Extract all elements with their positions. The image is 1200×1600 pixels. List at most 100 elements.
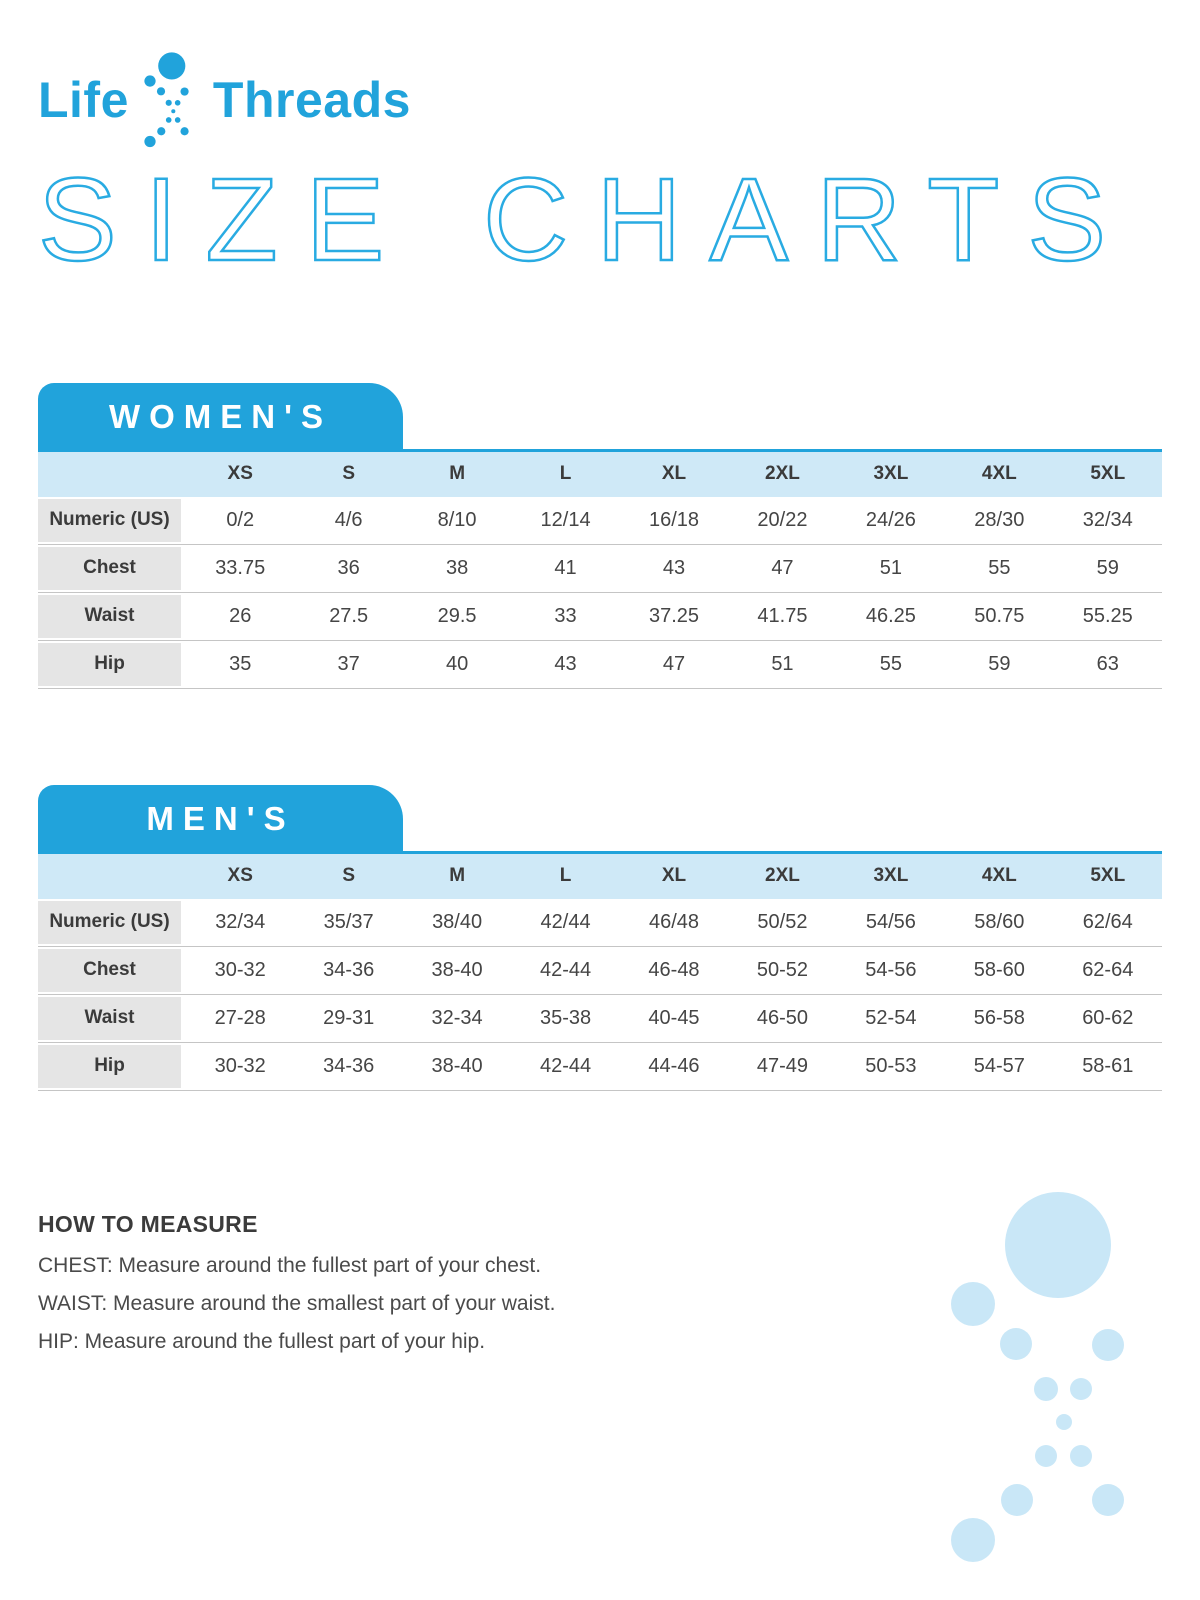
size-header: 4XL [981, 463, 1017, 485]
table-cell: 12/14 [540, 508, 591, 531]
table-cell: 59 [988, 652, 1011, 675]
row-label: Chest [38, 946, 186, 994]
size-header: M [449, 463, 466, 485]
table-cell: 46.25 [865, 604, 916, 627]
table-cell: 42/44 [540, 910, 591, 933]
brand-logo: Life Threads [38, 44, 1162, 156]
size-header: 2XL [765, 865, 800, 887]
table-cell: 35/37 [323, 910, 374, 933]
table-row: Numeric (US) 0/2 4/6 8/10 12/14 16/18 20… [38, 496, 1162, 545]
size-chart-page: Life Threads SIZE CHARTS WOMEN'S XS S M … [37, 44, 1162, 1353]
table-cell: 58-61 [1082, 1054, 1134, 1077]
size-header: L [559, 463, 572, 485]
brand-name-left: Life [38, 72, 129, 128]
header-spacer-cell [38, 854, 186, 899]
table-cell: 30-32 [214, 1054, 266, 1077]
dots-decoration-graphic [951, 1192, 1124, 1562]
measure-instruction-hip: HIP: Measure around the fullest part of … [38, 1329, 486, 1353]
table-cell: 0/2 [226, 508, 255, 531]
table-cell: 32-34 [431, 1006, 483, 1029]
table-cell: 33 [554, 604, 577, 627]
row-label: Numeric (US) [38, 898, 186, 946]
table-cell: 46-48 [648, 958, 700, 981]
table-cell: 43 [554, 652, 577, 675]
table-cell: 54/56 [865, 910, 916, 933]
table-cell: 41.75 [757, 604, 808, 627]
row-label: Hip [38, 640, 186, 688]
table-cell: 50-52 [756, 958, 809, 981]
table-cell: 50-53 [865, 1054, 917, 1077]
table-cell: 34-36 [323, 958, 375, 981]
row-label: Numeric (US) [38, 496, 186, 544]
table-row: Chest 33.75 36 38 41 43 47 51 55 59 [38, 544, 1162, 593]
size-header: S [342, 463, 355, 485]
size-header: L [559, 865, 572, 887]
table-cell: 32/34 [1082, 508, 1133, 531]
table-cell: 56-58 [973, 1006, 1025, 1029]
table-cell: 60-62 [1082, 1006, 1134, 1029]
size-header: XS [227, 463, 253, 485]
table-cell: 62-64 [1082, 958, 1134, 981]
table-cell: 40-45 [648, 1006, 700, 1029]
table-cell: 28/30 [974, 508, 1025, 531]
womens-tab-label: WOMEN'S [108, 398, 332, 436]
table-cell: 32/34 [215, 910, 266, 933]
table-cell: 62/64 [1082, 910, 1133, 933]
table-cell: 37.25 [648, 604, 700, 627]
table-cell: 55 [879, 652, 902, 675]
table-cell: 37 [337, 652, 360, 675]
table-cell: 38/40 [432, 910, 483, 933]
table-cell: 63 [1096, 652, 1119, 675]
row-label: Chest [38, 544, 186, 592]
table-cell: 40 [445, 652, 469, 675]
womens-tab: WOMEN'S [38, 382, 403, 452]
size-header: 5XL [1090, 865, 1126, 887]
womens-size-section: WOMEN'S XS S M L XL 2XL 3XL 4XL 5XL Nume… [38, 382, 1162, 689]
table-cell: 58/60 [974, 910, 1025, 933]
table-cell: 29-31 [323, 1006, 375, 1029]
table-cell: 46/48 [648, 910, 700, 933]
size-header: 3XL [873, 865, 909, 887]
table-cell: 4/6 [334, 508, 363, 531]
table-cell: 29.5 [437, 604, 477, 627]
table-cell: 35 [229, 652, 252, 675]
dna-dots-icon [144, 52, 189, 148]
size-header: 4XL [981, 865, 1017, 887]
mens-size-table: XS S M L XL 2XL 3XL 4XL 5XL Numeric (US)… [38, 850, 1162, 1091]
size-header: M [449, 865, 466, 887]
table-cell: 8/10 [437, 508, 477, 531]
table-row: Hip 35 37 40 43 47 51 55 59 63 [38, 640, 1162, 689]
measure-instruction-chest: CHEST: Measure around the fullest part o… [38, 1253, 542, 1277]
table-cell: 47-49 [756, 1054, 809, 1077]
table-cell: 38-40 [431, 958, 483, 981]
size-header: XS [227, 865, 253, 887]
table-cell: 26 [229, 604, 252, 627]
table-cell: 44-46 [648, 1054, 700, 1077]
table-row: Numeric (US) 32/34 35/37 38/40 42/44 46/… [38, 898, 1162, 947]
table-cell: 47 [771, 556, 794, 579]
mens-tab: MEN'S [38, 784, 403, 854]
table-cell: 55 [988, 556, 1011, 579]
table-cell: 43 [662, 556, 686, 579]
table-cell: 27.5 [329, 604, 369, 627]
table-cell: 47 [662, 652, 686, 675]
table-row: Waist 26 27.5 29.5 33 37.25 41.75 46.25 … [38, 592, 1162, 641]
table-cell: 35-38 [539, 1006, 592, 1029]
table-cell: 59 [1096, 556, 1119, 579]
table-row: Waist 27-28 29-31 32-34 35-38 40-45 46-5… [38, 994, 1162, 1043]
size-header: XL [661, 463, 687, 485]
table-header-row: XS S M L XL 2XL 3XL 4XL 5XL [38, 448, 1162, 497]
table-cell: 51 [771, 652, 794, 675]
table-cell: 36 [337, 556, 360, 579]
table-cell: 55.25 [1082, 604, 1133, 627]
how-to-measure-heading: HOW TO MEASURE [38, 1210, 258, 1237]
table-cell: 30-32 [214, 958, 266, 981]
row-label: Hip [38, 1042, 186, 1090]
mens-size-section: MEN'S XS S M L XL 2XL 3XL 4XL 5XL Numeri… [38, 784, 1162, 1091]
table-cell: 50.75 [974, 604, 1025, 627]
table-cell: 20/22 [757, 508, 808, 531]
table-cell: 33.75 [215, 556, 266, 579]
table-cell: 50/52 [757, 910, 808, 933]
table-cell: 42-44 [539, 958, 592, 981]
header-spacer-cell [38, 452, 186, 497]
